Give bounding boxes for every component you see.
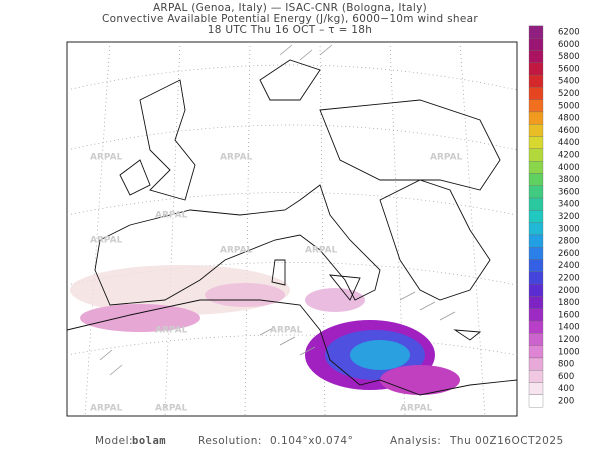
watermark: ARPAL bbox=[90, 404, 123, 414]
colorbar-label: 5400 bbox=[558, 77, 580, 87]
colorbar-swatch bbox=[528, 320, 544, 334]
cape-field bbox=[70, 265, 460, 395]
watermark: ARPAL bbox=[220, 153, 253, 163]
colorbar-label: 6200 bbox=[558, 28, 580, 38]
footer-value: Thu 00Z16OCT2025 bbox=[449, 435, 564, 447]
colorbar-label: 2200 bbox=[558, 274, 580, 284]
colorbar-label: 5200 bbox=[558, 89, 580, 99]
colorbar-label: 5000 bbox=[558, 101, 580, 111]
colorbar-swatch bbox=[528, 259, 544, 272]
header-line: Convective Available Potential Energy (J… bbox=[102, 13, 478, 25]
colorbar-label: 2000 bbox=[558, 286, 580, 296]
colorbar-swatch bbox=[528, 271, 544, 285]
watermark: ARPAL bbox=[400, 404, 433, 414]
footer-label: Analysis: bbox=[390, 435, 441, 447]
colorbar-label: 5800 bbox=[558, 52, 580, 62]
header-line: 18 UTC Thu 16 OCT – τ = 18h bbox=[208, 24, 372, 36]
colorbar-label: 2400 bbox=[558, 261, 580, 271]
footer-label: Resolution: bbox=[198, 435, 262, 447]
watermark: ARPAL bbox=[220, 246, 253, 256]
colorbar-label: 4600 bbox=[558, 126, 580, 136]
colorbar-swatch bbox=[528, 394, 544, 408]
colorbar-label: 800 bbox=[558, 360, 574, 370]
colorbar-label: 3800 bbox=[558, 175, 580, 185]
colorbar-swatch bbox=[528, 160, 544, 174]
colorbar-swatch bbox=[528, 124, 544, 137]
colorbar-label: 1200 bbox=[558, 335, 580, 345]
colorbar-label: 4200 bbox=[558, 151, 580, 161]
watermark: ARPAL bbox=[270, 326, 303, 336]
colorbar-swatch bbox=[528, 25, 544, 39]
header-line: ARPAL (Genoa, Italy) — ISAC-CNR (Bologna… bbox=[153, 2, 427, 14]
colorbar-label: 3200 bbox=[558, 212, 580, 222]
colorbar-label: 4400 bbox=[558, 138, 580, 148]
colorbar-swatch bbox=[528, 62, 544, 76]
colorbar-swatch bbox=[528, 185, 544, 199]
map-frame bbox=[66, 41, 518, 417]
watermark: ARPAL bbox=[90, 236, 123, 246]
colorbar-swatch bbox=[528, 308, 544, 322]
colorbar-label: 5600 bbox=[558, 64, 580, 74]
colorbar-swatch bbox=[528, 382, 544, 395]
colorbar-swatch bbox=[528, 296, 544, 309]
footer-value: 0.104°x0.074° bbox=[270, 435, 353, 447]
colorbar-swatch bbox=[528, 222, 544, 236]
watermark: ARPAL bbox=[155, 404, 188, 414]
colorbar-swatch bbox=[528, 87, 544, 100]
colorbar: 6200 6000 5800 5600 5400 5200 5000 4800 4600 4400… bbox=[528, 25, 580, 408]
colorbar-label: 2600 bbox=[558, 249, 580, 259]
colorbar-swatch bbox=[528, 173, 544, 186]
colorbar-label: 3400 bbox=[558, 200, 580, 210]
colorbar-swatch bbox=[528, 357, 544, 371]
colorbar-label: 200 bbox=[558, 397, 574, 407]
colorbar-swatch bbox=[528, 38, 544, 51]
colorbar-swatch bbox=[528, 283, 544, 297]
watermark: ARPAL bbox=[430, 153, 463, 163]
watermark: ARPAL bbox=[305, 246, 338, 256]
footer-label: Model: bbox=[95, 435, 133, 447]
colorbar-swatch bbox=[528, 136, 544, 150]
colorbar-swatch bbox=[528, 74, 544, 88]
watermark: ARPAL bbox=[90, 153, 123, 163]
colorbar-swatch bbox=[528, 234, 544, 248]
colorbar-swatch bbox=[528, 50, 544, 63]
colorbar-label: 6000 bbox=[558, 40, 580, 50]
colorbar-swatch bbox=[528, 148, 544, 162]
colorbar-label: 3000 bbox=[558, 224, 580, 234]
colorbar-label: 1800 bbox=[558, 298, 580, 308]
colorbar-swatch bbox=[528, 210, 544, 223]
watermark: ARPAL bbox=[155, 326, 188, 336]
colorbar-swatch bbox=[528, 333, 544, 346]
colorbar-label: 1000 bbox=[558, 347, 580, 357]
colorbar-swatch bbox=[528, 99, 544, 113]
footer-value: bolam bbox=[132, 435, 166, 447]
colorbar-swatch bbox=[528, 197, 544, 211]
colorbar-label: 4000 bbox=[558, 163, 580, 173]
watermark: ARPAL bbox=[155, 211, 188, 221]
colorbar-label: 3600 bbox=[558, 187, 580, 197]
colorbar-label: 600 bbox=[558, 372, 574, 382]
map bbox=[66, 41, 518, 417]
colorbar-swatch bbox=[528, 370, 544, 383]
colorbar-label: 1600 bbox=[558, 310, 580, 320]
colorbar-label: 4800 bbox=[558, 114, 580, 124]
colorbar-swatch bbox=[528, 111, 544, 125]
colorbar-label: 400 bbox=[558, 384, 574, 394]
colorbar-swatch bbox=[528, 345, 544, 359]
colorbar-swatch bbox=[528, 247, 544, 260]
colorbar-label: 2800 bbox=[558, 237, 580, 247]
colorbar-label: 1400 bbox=[558, 323, 580, 333]
